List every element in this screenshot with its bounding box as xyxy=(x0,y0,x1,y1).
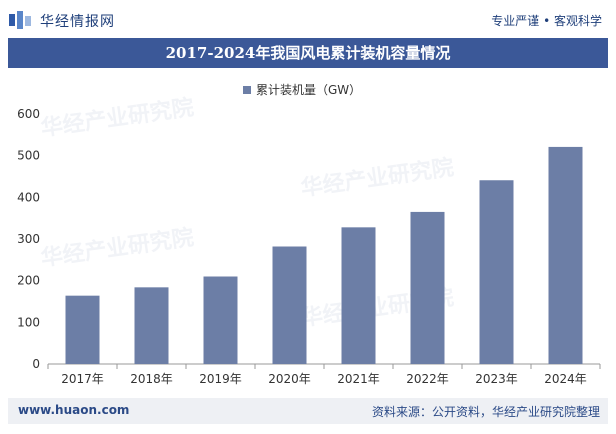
bar xyxy=(479,180,514,364)
legend-label: 累计装机量（GW） xyxy=(256,83,361,97)
x-tick-label: 2019年 xyxy=(199,372,242,386)
bar xyxy=(410,211,445,364)
x-tick-label: 2021年 xyxy=(337,372,380,386)
y-tick-label: 500 xyxy=(17,149,40,163)
chart-title: 2017-2024年我国风电累计装机容量情况 xyxy=(165,44,451,62)
bar xyxy=(134,287,169,364)
y-tick-label: 200 xyxy=(17,274,40,288)
y-tick-label: 0 xyxy=(32,357,40,371)
bar xyxy=(341,227,376,364)
tagline: 专业严谨 • 客观科学 xyxy=(491,14,602,28)
bar xyxy=(203,276,238,364)
brand-name: 华经情报网 xyxy=(40,14,115,30)
x-tick-label: 2022年 xyxy=(406,372,449,386)
footer-url[interactable]: www.huaon.com xyxy=(18,403,130,417)
bar-chart: 累计装机量（GW） 0 100 200 300 400 500 600 2017年 2018年 20… xyxy=(17,83,601,386)
title-bar: 2017-2024年我国风电累计装机容量情况 xyxy=(8,38,608,68)
x-tick-label: 2017年 xyxy=(61,372,104,386)
x-tick-label: 2024年 xyxy=(544,372,587,386)
bar xyxy=(272,246,307,364)
footer-source: 资料来源：公开资料，华经产业研究院整理 xyxy=(371,405,600,419)
y-tick-label: 100 xyxy=(17,315,40,329)
bar xyxy=(65,295,100,364)
x-tick-label: 2020年 xyxy=(268,372,311,386)
y-tick-label: 400 xyxy=(17,190,40,204)
logo-icon xyxy=(9,11,31,29)
y-tick-label: 300 xyxy=(17,232,40,246)
bar xyxy=(548,146,583,364)
legend-swatch xyxy=(243,86,251,94)
y-tick-label: 600 xyxy=(17,107,40,121)
x-tick-label: 2018年 xyxy=(130,372,173,386)
footer-bar: www.huaon.com 资料来源：公开资料，华经产业研究院整理 xyxy=(8,398,608,424)
x-tick-label: 2023年 xyxy=(475,372,518,386)
header-bar: 华经情报网 专业严谨 • 客观科学 xyxy=(0,0,616,38)
